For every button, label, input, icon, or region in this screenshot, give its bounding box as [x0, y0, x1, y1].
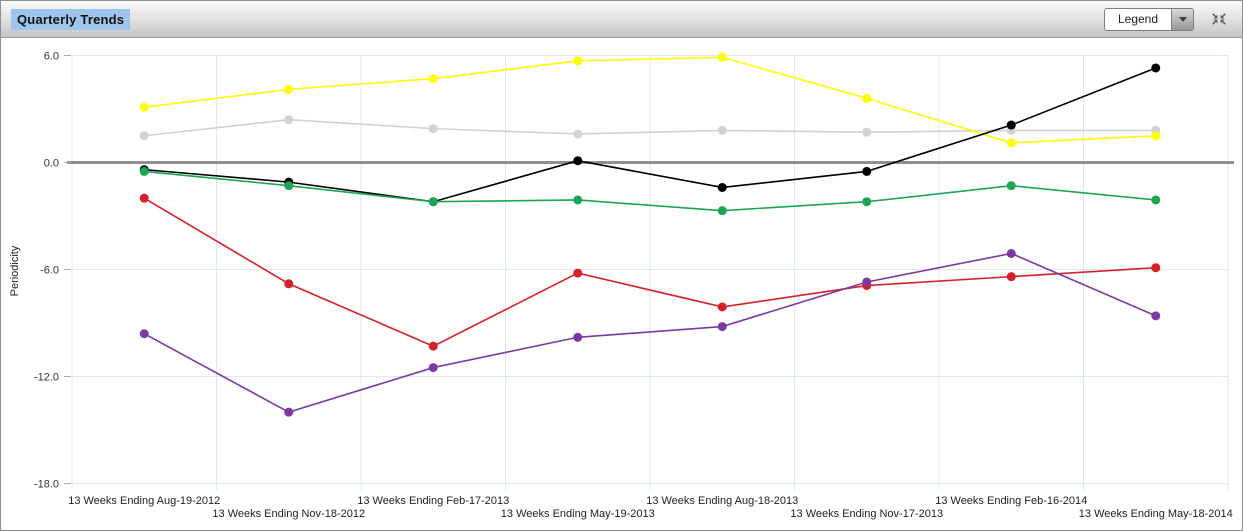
x-axis-label: 13 Weeks Ending Nov-17-2013 [790, 508, 944, 520]
red-series-point[interactable] [1151, 263, 1161, 273]
red-series-point[interactable] [717, 302, 727, 312]
purple-series-point[interactable] [1006, 248, 1016, 258]
legend-dropdown[interactable]: Legend [1104, 7, 1194, 31]
x-axis-label: 13 Weeks Ending Feb-17-2013 [357, 495, 510, 507]
y-axis-title: Periodicity [9, 245, 21, 296]
x-axis-label: 13 Weeks Ending Feb-16-2014 [935, 495, 1088, 507]
yellow-series-point[interactable] [139, 102, 149, 112]
collapse-arrows-glyph [1212, 13, 1226, 25]
line-chart: 6.0 0.0 -6.0 -12.0 -18.0 Periodicity [9, 51, 1234, 490]
silver-series-point[interactable] [573, 129, 583, 139]
header: Quarterly Trends Legend [1, 1, 1242, 38]
legend-dropdown-arrow-button[interactable] [1171, 8, 1193, 30]
silver-series-point[interactable] [862, 127, 872, 137]
x-axis-label: 13 Weeks Ending Aug-18-2013 [646, 495, 799, 507]
yellow-series-point[interactable] [1151, 131, 1161, 141]
purple-series-point[interactable] [862, 277, 872, 287]
purple-series-point[interactable] [428, 363, 438, 373]
green-series-line [144, 170, 1156, 212]
purple-series-point[interactable] [573, 332, 583, 342]
x-axis-label: 13 Weeks Ending Nov-18-2012 [212, 508, 366, 520]
purple-series-line [143, 252, 1157, 414]
page-title[interactable]: Quarterly Trends [11, 8, 131, 30]
yellow-series-line [144, 56, 1156, 144]
purple-series-point[interactable] [1151, 311, 1161, 321]
yellow-series-point[interactable] [284, 84, 294, 94]
green-series-point[interactable] [1151, 195, 1161, 205]
purple-series-point[interactable] [139, 329, 149, 339]
yellow-series-point[interactable] [573, 56, 583, 66]
black-series-point[interactable] [717, 182, 727, 192]
silver-series-line [144, 118, 1156, 137]
green-series-point[interactable] [139, 166, 149, 176]
black-series-point[interactable] [1006, 120, 1016, 130]
red-series-point[interactable] [139, 193, 149, 203]
silver-series-point[interactable] [139, 131, 149, 141]
black-series-point[interactable] [1151, 63, 1161, 73]
silver-series-point[interactable] [717, 125, 727, 135]
collapse-icon[interactable] [1210, 11, 1228, 27]
purple-series-point[interactable] [717, 322, 727, 332]
black-series-point[interactable] [862, 166, 872, 176]
green-series-point[interactable] [428, 197, 438, 207]
yellow-series-point[interactable] [428, 74, 438, 84]
green-series-point[interactable] [717, 206, 727, 216]
red-series-point[interactable] [428, 341, 438, 351]
red-series-point[interactable] [573, 268, 583, 278]
yellow-series-point[interactable] [717, 52, 727, 62]
header-controls: Legend [1104, 7, 1232, 31]
silver-series-point[interactable] [428, 124, 438, 134]
black-series-point[interactable] [573, 156, 583, 166]
red-series-point[interactable] [284, 279, 294, 289]
green-series-point[interactable] [284, 181, 294, 191]
black-series-line [144, 67, 1157, 203]
chevron-down-icon [1178, 16, 1187, 22]
x-axis-label: 13 Weeks Ending May-19-2013 [500, 508, 655, 520]
chart-area: 6.0 0.0 -6.0 -12.0 -18.0 Periodicity 13 Weeks… [1, 38, 1242, 529]
legend-dropdown-value: Legend [1117, 12, 1159, 26]
silver-series-point[interactable] [284, 115, 294, 125]
x-axis-label: 13 Weeks Ending May-18-2014 [1078, 508, 1233, 520]
green-series-point[interactable] [573, 195, 583, 205]
green-series-point[interactable] [862, 197, 872, 207]
green-series-point[interactable] [1006, 181, 1016, 191]
y-tick-label: -18.0 [34, 478, 59, 490]
yellow-series-point[interactable] [1006, 138, 1016, 148]
x-axis-label: 13 Weeks Ending Aug-19-2012 [68, 495, 221, 507]
y-tick-label: 6.0 [44, 51, 59, 63]
y-tick-label: -6.0 [40, 264, 59, 276]
purple-series-point[interactable] [284, 407, 294, 417]
yellow-series-point[interactable] [862, 93, 872, 103]
red-series-point[interactable] [1006, 272, 1016, 282]
y-tick-label: -12.0 [34, 371, 59, 383]
red-series-line [143, 197, 1156, 348]
y-tick-label: 0.0 [44, 158, 59, 170]
